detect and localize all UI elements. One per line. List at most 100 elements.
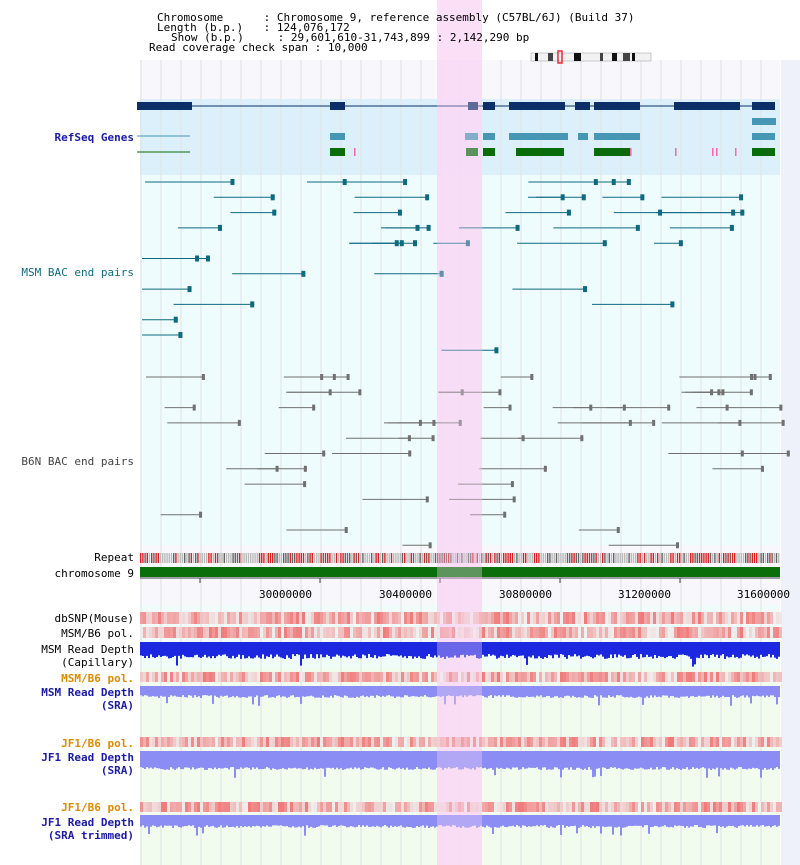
jf1-pol-2-mark — [521, 802, 524, 812]
msm-b6-pol-mark — [503, 627, 506, 638]
msm-depth-capillary-bar — [582, 642, 584, 658]
msm-depth-sra-bar — [322, 686, 324, 696]
msm-depth-capillary-bar — [330, 642, 332, 659]
jf1-pol-mark — [389, 737, 392, 747]
jf1-depth-trimmed-bar — [614, 815, 616, 828]
msm-depth-capillary-bar — [244, 642, 246, 659]
msm-depth-sra-bar — [506, 686, 508, 696]
jf1-depth-trimmed-bar — [546, 815, 548, 828]
msm-bac-end — [399, 240, 404, 247]
jf1-pol-2-mark — [311, 802, 314, 812]
msm-b6-pol-mark — [359, 627, 362, 638]
repeat-mark — [729, 553, 731, 563]
dbsnp-mark — [596, 612, 599, 624]
jf1-depth-sra-bar — [762, 751, 764, 770]
jf1-depth-sra-bar — [442, 751, 444, 770]
track-label-dbsnp[interactable]: dbSNP(Mouse) — [54, 612, 134, 625]
jf1-depth-trimmed-bar — [490, 815, 492, 828]
jf1-pol-mark — [515, 737, 518, 747]
jf1-pol-2-mark — [248, 802, 251, 812]
repeat-mark — [408, 553, 410, 563]
track-label-msm-depth-capillary[interactable]: MSM Read Depth (Capillary) — [41, 643, 134, 669]
jf1-pol-mark — [467, 737, 470, 747]
msm-b6-pol-mark — [773, 627, 776, 638]
repeat-mark — [588, 553, 591, 563]
repeat-mark — [778, 553, 780, 563]
dbsnp-mark — [176, 612, 179, 624]
jf1-depth-trimmed-bar — [284, 815, 286, 827]
jf1-depth-sra-bar — [582, 751, 584, 770]
jf1-pol-2-mark — [188, 802, 191, 812]
msm-b6-pol-mark — [152, 627, 155, 638]
jf1-pol-mark — [404, 737, 407, 747]
msm-depth-sra-bar — [476, 686, 478, 696]
jf1-depth-trimmed-bar — [446, 815, 448, 826]
msm-depth-capillary-bar — [668, 642, 670, 657]
msm-b6-pol-mark — [596, 627, 599, 638]
msm-depth-sra-bar — [268, 686, 270, 698]
jf1-depth-trimmed-bar — [302, 815, 304, 827]
msm-b6-pol-2-mark — [632, 672, 635, 682]
track-label-repeat[interactable]: Repeat — [94, 551, 134, 564]
track-label-jf1-pol-2[interactable]: JF1/B6 pol. — [61, 801, 134, 814]
repeat-mark — [498, 553, 500, 563]
track-label-jf1-pol[interactable]: JF1/B6 pol. — [61, 737, 134, 750]
dbsnp-mark — [302, 612, 305, 624]
msm-depth-capillary-bar — [666, 642, 668, 658]
jf1-pol-mark — [485, 737, 488, 747]
repeat-mark — [203, 553, 206, 563]
msm-depth-capillary-bar — [436, 642, 438, 658]
jf1-pol-2-mark — [683, 802, 686, 812]
dbsnp-mark — [245, 612, 248, 624]
track-label-msm-bac[interactable]: MSM BAC end pairs — [21, 266, 134, 279]
jf1-pol-2-mark — [713, 802, 716, 812]
jf1-pol-mark — [245, 737, 248, 747]
track-label-msm-b6-pol[interactable]: MSM/B6 pol. — [61, 627, 134, 640]
dbsnp-mark — [182, 612, 185, 624]
msm-b6-pol-mark — [443, 627, 446, 638]
repeat-mark — [364, 553, 366, 563]
track-label-refseq[interactable]: RefSeq Genes — [54, 131, 134, 144]
track-label-msm-b6-pol-2[interactable]: MSM/B6 pol. — [61, 672, 134, 685]
msm-b6-pol-mark — [164, 627, 167, 638]
jf1-depth-sra-bar — [572, 751, 574, 770]
jf1-depth-trimmed-bar — [718, 815, 720, 826]
jf1-depth-sra-bar — [742, 751, 744, 769]
jf1-depth-sra-bar — [626, 751, 628, 769]
track-label-jf1-depth[interactable]: JF1 Read Depth (SRA) — [41, 751, 134, 777]
msm-b6-pol-2-mark — [575, 672, 578, 682]
track-label-msm-depth-sra[interactable]: MSM Read Depth (SRA) — [41, 686, 134, 712]
msm-b6-pol-2-mark — [704, 672, 707, 682]
jf1-depth-trimmed-bar — [178, 815, 180, 828]
jf1-pol-mark — [599, 737, 602, 747]
msm-b6-pol-2-mark — [194, 672, 197, 682]
jf1-depth-trimmed-bar — [768, 815, 770, 826]
repeat-mark — [758, 553, 760, 563]
msm-b6-pol-mark — [671, 627, 674, 638]
jf1-pol-2-mark — [662, 802, 665, 812]
jf1-pol-2-mark — [161, 802, 164, 812]
jf1-depth-sra-bar — [444, 751, 446, 768]
jf1-depth-sra-bar — [218, 751, 220, 768]
track-label-jf1-trimmed[interactable]: JF1 Read Depth (SRA trimmed) — [41, 816, 134, 842]
msm-depth-sra-bar — [464, 686, 466, 696]
ideogram-band — [600, 53, 603, 61]
jf1-depth-trimmed-bar — [342, 815, 344, 826]
msm-depth-sra-bar — [596, 686, 598, 697]
msm-depth-sra-bar — [644, 686, 646, 698]
msm-b6-pol-mark — [680, 627, 683, 638]
msm-bac-end — [250, 301, 255, 308]
jf1-depth-trimmed-bar — [458, 815, 460, 827]
jf1-depth-trimmed-bar — [252, 815, 254, 826]
jf1-depth-trimmed-bar — [170, 815, 172, 826]
dbsnp-mark — [641, 612, 644, 624]
msm-depth-capillary-bar — [682, 642, 684, 655]
repeat-mark — [736, 553, 738, 563]
jf1-pol-mark — [749, 737, 752, 747]
dbsnp-mark — [416, 612, 419, 624]
track-label-b6n-bac[interactable]: B6N BAC end pairs — [21, 455, 134, 468]
msm-b6-pol-2-mark — [431, 672, 434, 682]
msm-depth-sra-bar — [256, 686, 258, 696]
jf1-depth-sra-bar — [156, 751, 158, 769]
